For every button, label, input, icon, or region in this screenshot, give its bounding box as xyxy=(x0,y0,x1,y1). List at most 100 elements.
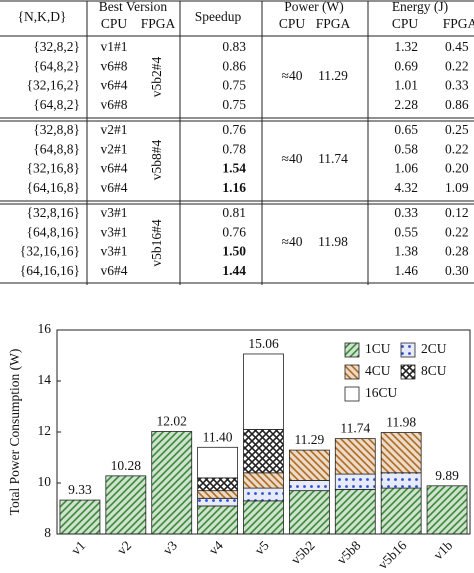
legend-label: 4CU xyxy=(365,363,391,378)
table-cell: Speedup xyxy=(195,9,242,24)
table-cell: v3#1 xyxy=(101,224,128,239)
table-cell: v6#8 xyxy=(101,58,128,73)
bar-segment xyxy=(197,497,239,507)
table-cell: v6#4 xyxy=(101,263,128,278)
table-cell: 0.76 xyxy=(222,224,246,239)
table-cell: 1.32 xyxy=(394,39,418,54)
table-cell: 0.55 xyxy=(394,224,418,239)
table-cell: 0.20 xyxy=(445,161,469,176)
table-cell: 0.33 xyxy=(445,78,469,93)
table-cell: {32,16,2} xyxy=(27,78,80,93)
table-cell: {32,8,2} xyxy=(33,39,80,54)
x-tick-label: v5b8 xyxy=(334,538,364,568)
table-cell: 0.22 xyxy=(445,141,469,156)
table-cell: FPGA xyxy=(316,16,351,31)
table-cell: v3#1 xyxy=(101,205,128,220)
table-cell: 0.75 xyxy=(222,97,246,112)
bar-segment xyxy=(380,472,422,489)
table-cell: Best Version xyxy=(99,0,168,14)
table-cell: ≈40 xyxy=(282,151,303,166)
total-label: 15.06 xyxy=(248,336,279,351)
table-cell: Energy (J) xyxy=(392,0,448,14)
plot-frame xyxy=(56,329,471,535)
table-cell: 1.06 xyxy=(394,161,418,176)
bar-segment xyxy=(426,485,468,535)
x-tick-label: v3 xyxy=(160,538,180,558)
total-label: 10.28 xyxy=(111,458,142,473)
table-cell: 1.16 xyxy=(222,180,246,195)
legend-label: 1CU xyxy=(365,341,391,356)
table-cell: v6#4 xyxy=(101,78,128,93)
table-cell: ≈40 xyxy=(282,234,303,249)
bar-segment xyxy=(197,505,239,535)
table-cell: 11.29 xyxy=(318,68,348,83)
legend-swatch xyxy=(400,364,416,380)
table-cell: {32,8,8} xyxy=(33,122,80,137)
table-cell: 0.78 xyxy=(222,141,246,156)
table-cell: 0.83 xyxy=(222,39,246,54)
y-tick-label: 16 xyxy=(38,321,52,336)
bar-segment xyxy=(380,432,422,474)
total-label: 11.98 xyxy=(386,415,416,430)
table-cell: 1.09 xyxy=(445,180,469,195)
bar-segment xyxy=(334,473,376,490)
x-tick-label: v5b16 xyxy=(375,538,410,573)
table-cell: CPU xyxy=(392,16,419,31)
table-cell: v3#1 xyxy=(101,244,128,259)
table-cell: CPU xyxy=(279,16,306,31)
table-cell: {32,16,8} xyxy=(27,161,80,176)
table-cell: 11.74 xyxy=(318,151,348,166)
bar-segment xyxy=(151,431,193,535)
table-cell: 4.32 xyxy=(394,180,418,195)
table-cell: {32,16,16} xyxy=(20,244,80,259)
bar-segment xyxy=(288,480,330,492)
bar-segment xyxy=(243,429,284,474)
table-cell: 0.33 xyxy=(394,205,418,220)
x-tick-label: v1b xyxy=(430,538,455,563)
table-cell: 0.22 xyxy=(445,224,469,239)
table-cell: v2#1 xyxy=(101,122,128,137)
table-cell: 1.50 xyxy=(222,244,246,259)
table-cell: v6#8 xyxy=(101,97,128,112)
bar-segment xyxy=(288,449,330,481)
table-cell: CPU xyxy=(101,16,128,31)
bar-segment xyxy=(59,499,101,535)
legend-label: 16CU xyxy=(365,385,398,400)
total-label: 9.33 xyxy=(68,482,92,497)
x-tick-label: v1 xyxy=(68,538,88,558)
total-label: 11.40 xyxy=(203,429,233,444)
legend-label: 2CU xyxy=(421,341,447,356)
bar-segment xyxy=(243,353,284,430)
bar-segment xyxy=(105,475,147,535)
table-cell: 0.86 xyxy=(445,97,469,112)
total-label: 9.89 xyxy=(435,468,459,483)
bar-segment xyxy=(380,487,422,535)
bar-segment xyxy=(243,500,284,535)
legend-swatch xyxy=(344,386,360,402)
table-cell: FPGA xyxy=(141,16,176,31)
table-cell: 0.58 xyxy=(394,141,418,156)
x-tick-label: v5b2 xyxy=(288,538,318,568)
bar-segment xyxy=(288,490,330,535)
table-cell: 0.28 xyxy=(445,244,469,259)
y-tick-label: 8 xyxy=(44,525,51,540)
bar-segment xyxy=(243,487,284,502)
bar-segment xyxy=(334,488,376,535)
x-tick-label: v2 xyxy=(114,538,134,558)
table-cell: 0.25 xyxy=(445,122,469,137)
bar-segment xyxy=(243,472,284,489)
table-cell: 0.65 xyxy=(394,122,418,137)
table-cell: v6#4 xyxy=(101,161,128,176)
table-cell: 0.75 xyxy=(222,78,246,93)
bar-segment xyxy=(197,477,239,492)
total-label: 11.74 xyxy=(340,421,370,436)
y-tick-label: 10 xyxy=(38,474,52,489)
table-cell: 0.69 xyxy=(394,58,418,73)
y-tick-label: 14 xyxy=(38,372,52,387)
table-cell: {64,16,16} xyxy=(20,263,80,278)
bar-segment xyxy=(197,446,239,479)
table-cell: Power (W) xyxy=(284,0,344,14)
total-label: 11.29 xyxy=(294,432,324,447)
table-cell: {64,8,2} xyxy=(33,58,80,73)
table-cell: v5b16#4 xyxy=(149,219,164,267)
